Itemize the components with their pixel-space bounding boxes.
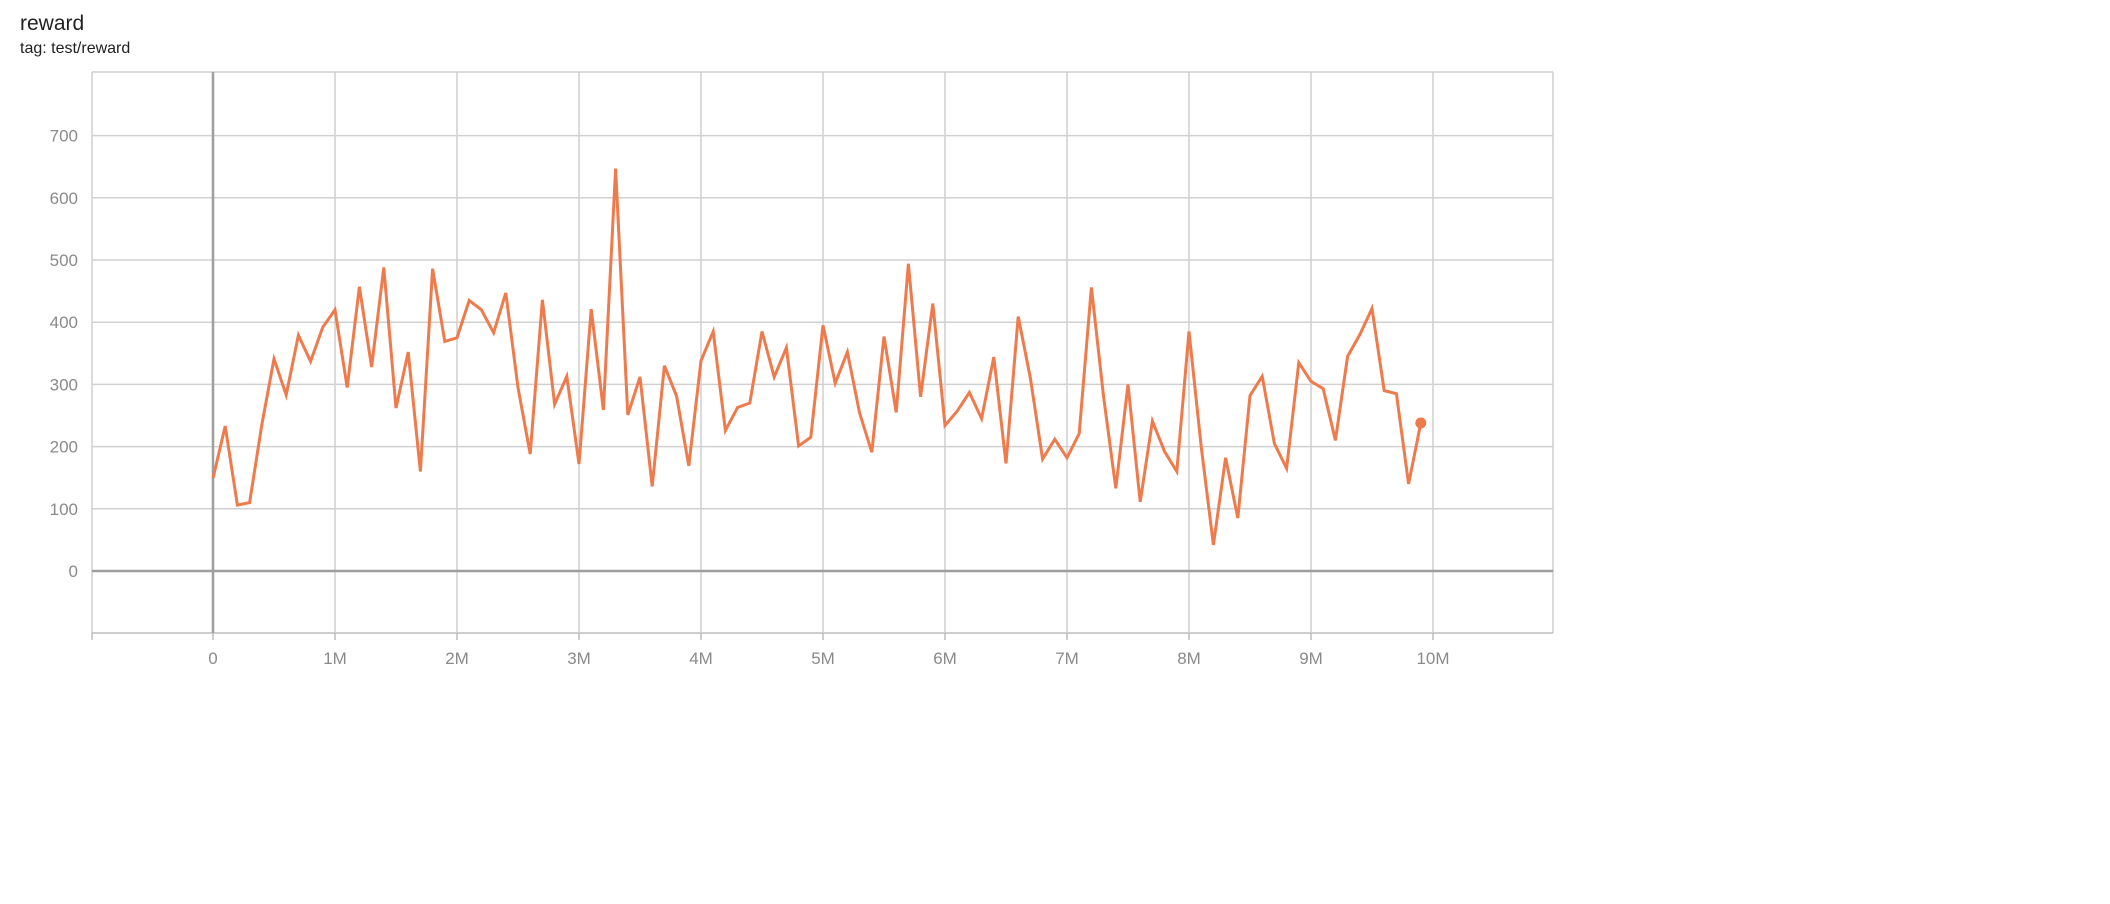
- x-tick-label: 2M: [445, 649, 469, 668]
- y-tick-label: 300: [50, 375, 78, 394]
- x-tick-label: 9M: [1299, 649, 1323, 668]
- y-tick-label: 700: [50, 127, 78, 146]
- y-tick-label: 0: [69, 562, 78, 581]
- y-tick-label: 600: [50, 189, 78, 208]
- x-tick-label: 1M: [323, 649, 347, 668]
- x-tick-label: 5M: [811, 649, 835, 668]
- y-tick-label: 400: [50, 313, 78, 332]
- x-tick-label: 6M: [933, 649, 957, 668]
- chart-title: reward: [20, 12, 85, 35]
- x-tick-label: 10M: [1416, 649, 1449, 668]
- x-tick-label: 7M: [1055, 649, 1079, 668]
- y-tick-label: 100: [50, 500, 78, 519]
- y-tick-label: 500: [50, 251, 78, 270]
- x-tick-label: 3M: [567, 649, 591, 668]
- last-point-marker: [1415, 417, 1427, 429]
- x-tick-label: 0: [208, 649, 217, 668]
- reward-series-line: [211, 168, 1423, 546]
- y-tick-label: 200: [50, 438, 78, 457]
- x-tick-label: 4M: [689, 649, 713, 668]
- x-tick-label: 8M: [1177, 649, 1201, 668]
- chart-subtitle: tag: test/reward: [20, 40, 131, 57]
